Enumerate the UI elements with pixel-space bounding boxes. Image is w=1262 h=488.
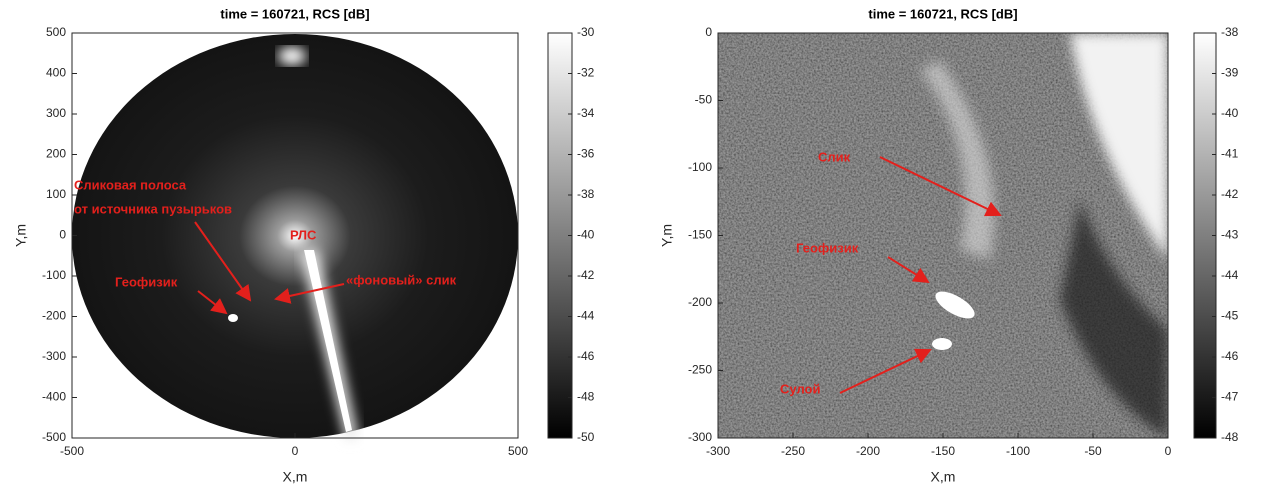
y-tick-label: -200 — [688, 295, 712, 309]
x-tick-label: -150 — [931, 444, 955, 458]
colorbar-tick-label: -46 — [1221, 349, 1239, 363]
y-tick-label: 300 — [46, 106, 66, 120]
colorbar-tick-label: -38 — [1221, 25, 1239, 39]
colorbar-tick-label: -50 — [577, 430, 595, 444]
annotation: Слик — [818, 149, 851, 164]
y-tick-label: -100 — [42, 268, 66, 282]
annotation: от источника пузырьков — [74, 201, 232, 216]
colorbar-tick-label: -47 — [1221, 390, 1239, 404]
y-tick-label: 0 — [705, 25, 712, 39]
colorbar-tick-label: -40 — [1221, 106, 1239, 120]
colorbar-tick-label: -44 — [577, 309, 595, 323]
colorbar-tick-label: -30 — [577, 25, 595, 39]
colorbar-tick-label: -42 — [577, 268, 595, 282]
annotation-arrow — [839, 348, 932, 394]
radar-image — [72, 34, 518, 440]
x-tick-label: -200 — [856, 444, 880, 458]
y-tick-label: -300 — [688, 430, 712, 444]
x-tick-label: 500 — [508, 444, 528, 458]
colorbar-tick-label: -40 — [577, 228, 595, 242]
y-tick-label: -300 — [42, 349, 66, 363]
colorbar-tick-label: -43 — [1221, 228, 1239, 242]
colorbar-tick-label: -44 — [1221, 268, 1239, 282]
x-tick-label: 0 — [1165, 444, 1172, 458]
y-tick-label: 100 — [46, 187, 66, 201]
annotation: Геофизик — [796, 240, 859, 255]
x-tick-label: -250 — [781, 444, 805, 458]
annotation: «фоновый» слик — [346, 272, 457, 287]
annotation: Геофизик — [115, 274, 178, 289]
y-tick-label: 500 — [46, 25, 66, 39]
x-tick-label: -500 — [60, 444, 84, 458]
colorbar-tick-label: -48 — [577, 390, 595, 404]
y-tick-label: 200 — [46, 147, 66, 161]
colorbar-tick-label: -46 — [577, 349, 595, 363]
x-tick-label: -50 — [1084, 444, 1102, 458]
y-tick-label: -500 — [42, 430, 66, 444]
annotation: РЛС — [290, 227, 317, 242]
chart-title: time = 160721, RCS [dB] — [868, 6, 1017, 21]
y-tick-label: -100 — [688, 160, 712, 174]
colorbar-tick-label: -42 — [1221, 187, 1239, 201]
y-tick-label: -400 — [42, 390, 66, 404]
annotation: Сулой — [780, 381, 820, 396]
annotation-arrow — [197, 290, 228, 315]
colorbar-tick-label: -41 — [1221, 147, 1239, 161]
x-tick-label: -300 — [706, 444, 730, 458]
annotation-arrow — [274, 283, 345, 304]
y-axis-label: Y,m — [659, 224, 675, 247]
colorbar-tick-label: -39 — [1221, 66, 1239, 80]
colorbar-tick-label: -48 — [1221, 430, 1239, 444]
x-tick-label: 0 — [292, 444, 299, 458]
x-axis-label: X,m — [931, 469, 956, 485]
annotation-arrow — [194, 221, 252, 302]
colorbar-tick-label: -38 — [577, 187, 595, 201]
radar-image — [718, 33, 1168, 438]
colorbar-tick-label: -36 — [577, 147, 595, 161]
colorbar-tick-label: -32 — [577, 66, 595, 80]
y-tick-label: -50 — [695, 93, 713, 107]
colorbar-tick-label: -45 — [1221, 309, 1239, 323]
x-tick-label: -100 — [1006, 444, 1030, 458]
colorbar-tick-label: -34 — [577, 106, 595, 120]
y-tick-label: -250 — [688, 363, 712, 377]
y-axis-label: Y,m — [13, 224, 29, 247]
y-tick-label: -150 — [688, 228, 712, 242]
y-tick-label: 400 — [46, 66, 66, 80]
y-tick-label: -200 — [42, 309, 66, 323]
y-tick-label: 0 — [59, 228, 66, 242]
annotation-arrow — [879, 156, 1002, 217]
chart-title: time = 160721, RCS [dB] — [220, 6, 369, 21]
annotation-arrow — [887, 256, 930, 284]
annotation: Сликовая полоса — [74, 177, 187, 192]
x-axis-label: X,m — [283, 469, 308, 485]
